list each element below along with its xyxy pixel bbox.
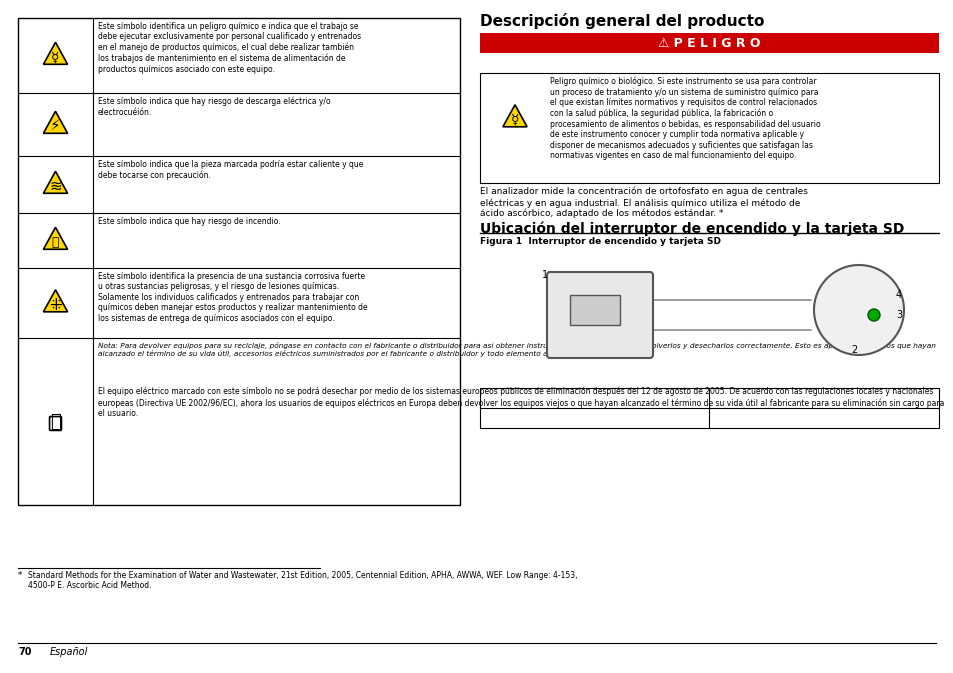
Text: Este símbolo indica que hay riesgo de descarga eléctrica y/o
electrocuéión.: Este símbolo indica que hay riesgo de de… <box>98 97 331 117</box>
Bar <box>18 18 459 505</box>
Text: El analizador mide la concentración de ortofosfato en agua de centrales
eléctric: El analizador mide la concentración de o… <box>479 187 807 219</box>
Text: Figura 1  Interruptor de encendido y tarjeta SD: Figura 1 Interruptor de encendido y tarj… <box>479 237 720 246</box>
Text: 🔥: 🔥 <box>51 236 59 249</box>
Text: 1  Luz indicadora de estado: 1 Luz indicadora de estado <box>484 391 590 400</box>
Text: ☿: ☿ <box>51 50 60 65</box>
Bar <box>479 388 938 428</box>
Bar <box>479 73 938 183</box>
Text: Español: Español <box>50 647 89 657</box>
Text: ☿: ☿ <box>510 113 518 127</box>
Text: ⁜: ⁜ <box>49 297 62 312</box>
Polygon shape <box>43 42 68 65</box>
Polygon shape <box>43 290 68 312</box>
Text: *: * <box>18 571 22 580</box>
Text: 2  Interruptor de encendido (Arriba =
   Encendido): 2 Interruptor de encendido (Arriba = Enc… <box>484 409 627 429</box>
Text: Peligro químico o biológico. Si este instrumento se usa para controlar
un proces: Peligro químico o biológico. Si este ins… <box>550 77 820 160</box>
Bar <box>479 245 938 385</box>
Text: Este símbolo indica que la pieza marcada podría estar caliente y que
debe tocars: Este símbolo indica que la pieza marcada… <box>98 160 363 180</box>
Text: 3  LED indicador de
   encendido/apagado del analizador: 3 LED indicador de encendido/apagado del… <box>714 391 854 411</box>
Text: El equipo eléctrico marcado con este símbolo no se podrá desechar por medio de l: El equipo eléctrico marcado con este sím… <box>98 387 943 418</box>
Text: 🗑: 🗑 <box>50 413 61 431</box>
FancyBboxPatch shape <box>546 272 652 358</box>
Text: 4  Ranura de la tarjeta SD: 4 Ranura de la tarjeta SD <box>714 409 814 418</box>
Text: Este símbolo indica que hay riesgo de incendio.: Este símbolo indica que hay riesgo de in… <box>98 217 280 226</box>
Text: Descripción general del producto: Descripción general del producto <box>479 13 763 29</box>
Polygon shape <box>502 105 527 127</box>
Circle shape <box>813 265 903 355</box>
Bar <box>479 33 938 53</box>
Polygon shape <box>43 227 68 249</box>
Text: Ubicación del interruptor de encendido y la tarjeta SD: Ubicación del interruptor de encendido y… <box>479 221 903 236</box>
Text: 2: 2 <box>850 345 856 355</box>
Text: 1: 1 <box>541 270 547 280</box>
Polygon shape <box>43 172 68 193</box>
Text: Este símbolo identifica un peligro químico e indica que el trabajo se
debe ejecu: Este símbolo identifica un peligro quími… <box>98 22 361 74</box>
Text: ≋: ≋ <box>49 179 62 194</box>
Text: 3: 3 <box>895 310 902 320</box>
Text: 70: 70 <box>18 647 31 657</box>
Text: Nota: Para devolver equipos para su reciclaje, póngase en contacto con el fabric: Nota: Para devolver equipos para su reci… <box>98 342 935 357</box>
Text: ⚡: ⚡ <box>51 118 61 133</box>
Text: Este símbolo identifica la presencia de una sustancia corrosiva fuerte
u otras s: Este símbolo identifica la presencia de … <box>98 272 367 322</box>
Polygon shape <box>43 111 68 133</box>
FancyBboxPatch shape <box>50 417 61 431</box>
Text: ⚠ P E L I G R O: ⚠ P E L I G R O <box>658 36 760 50</box>
Circle shape <box>867 309 879 321</box>
Text: 4: 4 <box>895 290 902 300</box>
Text: Standard Methods for the Examination of Water and Wastewater, 21st Edition, 2005: Standard Methods for the Examination of … <box>28 571 577 590</box>
Bar <box>569 295 619 325</box>
